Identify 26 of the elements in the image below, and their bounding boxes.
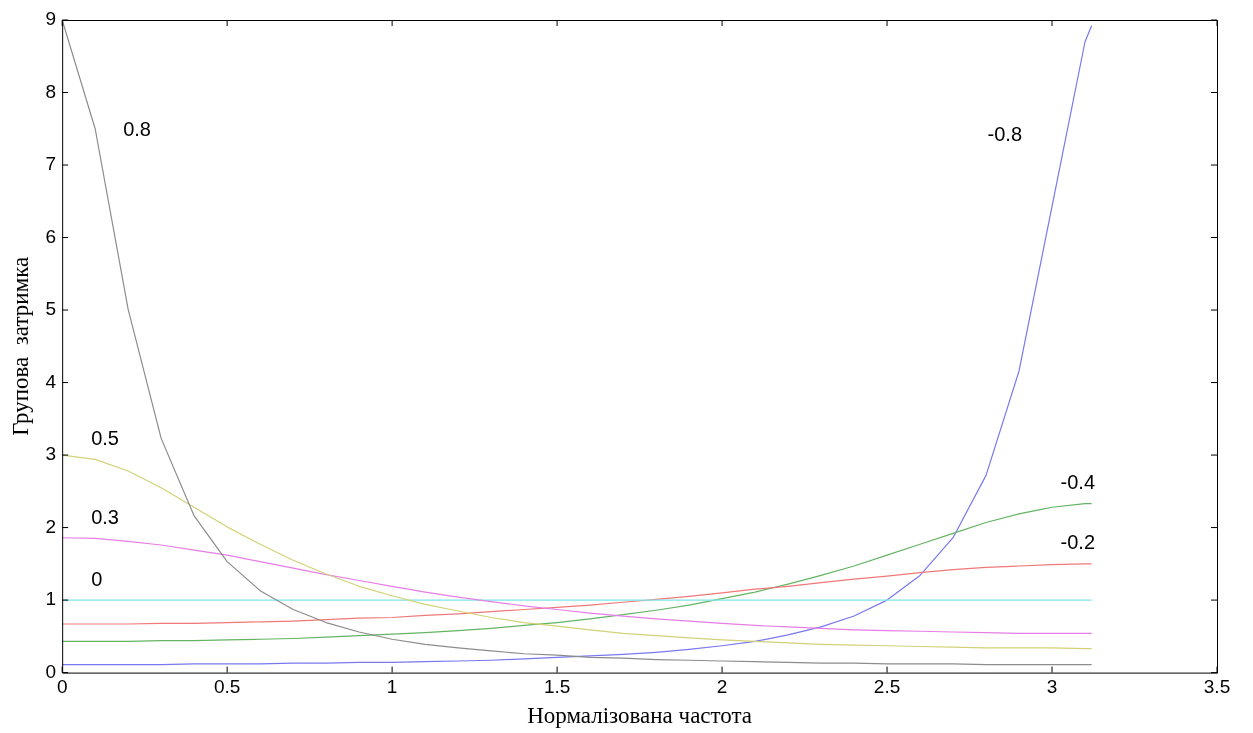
y-tick-label: 3 bbox=[45, 443, 57, 465]
series-label: 0.5 bbox=[91, 426, 119, 449]
x-tick-label: 1 bbox=[386, 676, 398, 698]
x-axis-title: Нормалізована частота bbox=[527, 703, 753, 729]
x-tick-label: 2.5 bbox=[873, 676, 901, 698]
x-tick-label: 1.5 bbox=[543, 676, 571, 698]
y-tick-label: 5 bbox=[45, 298, 57, 320]
y-tick-label: 2 bbox=[45, 515, 57, 537]
x-tick-label: 2 bbox=[716, 676, 728, 698]
x-tick-label: 0.5 bbox=[213, 676, 241, 698]
y-tick-label: 8 bbox=[45, 80, 57, 102]
y-tick-label: 7 bbox=[45, 153, 57, 175]
text: -0.8 bbox=[987, 123, 1023, 146]
y-tick-label: 1 bbox=[45, 588, 57, 610]
y-tick-label: 9 bbox=[45, 8, 57, 30]
series-label: 0.3 bbox=[91, 505, 119, 528]
series-label: 0.8 bbox=[123, 118, 151, 141]
series-label: -0.4 bbox=[1060, 471, 1096, 494]
x-tick-label: 3.5 bbox=[1203, 676, 1231, 698]
series-label: -0.2 bbox=[1060, 531, 1096, 554]
series-label: 0 bbox=[91, 567, 103, 590]
x-tick-label: 3 bbox=[1046, 676, 1058, 698]
y-tick-label: 4 bbox=[45, 370, 57, 392]
y-tick-label: 6 bbox=[45, 225, 57, 247]
y-axis-title: Групова затримка bbox=[7, 256, 33, 436]
y-tick-label: 0 bbox=[45, 660, 57, 682]
